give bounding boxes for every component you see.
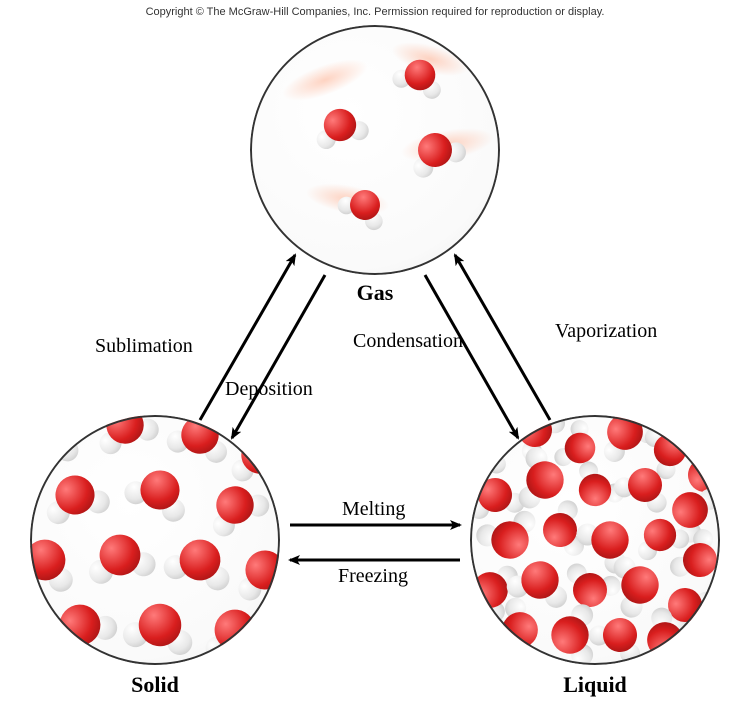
state-liquid: [470, 415, 720, 665]
label-deposition: Deposition: [225, 378, 313, 401]
label-vaporization: Vaporization: [555, 320, 657, 343]
state-gas: [250, 25, 500, 275]
label-liquid: Liquid: [545, 672, 645, 698]
label-sublimation: Sublimation: [95, 335, 193, 358]
label-condensation: Condensation: [353, 330, 463, 353]
copyright-text: Copyright © The McGraw-Hill Companies, I…: [0, 6, 750, 18]
arrow-condensation: [425, 275, 518, 438]
arrow-deposition: [232, 275, 325, 438]
state-solid: [30, 415, 280, 665]
label-freezing: Freezing: [338, 565, 408, 588]
label-gas: Gas: [325, 280, 425, 306]
label-melting: Melting: [342, 498, 405, 521]
label-solid: Solid: [105, 672, 205, 698]
arrow-vaporization: [455, 255, 550, 420]
